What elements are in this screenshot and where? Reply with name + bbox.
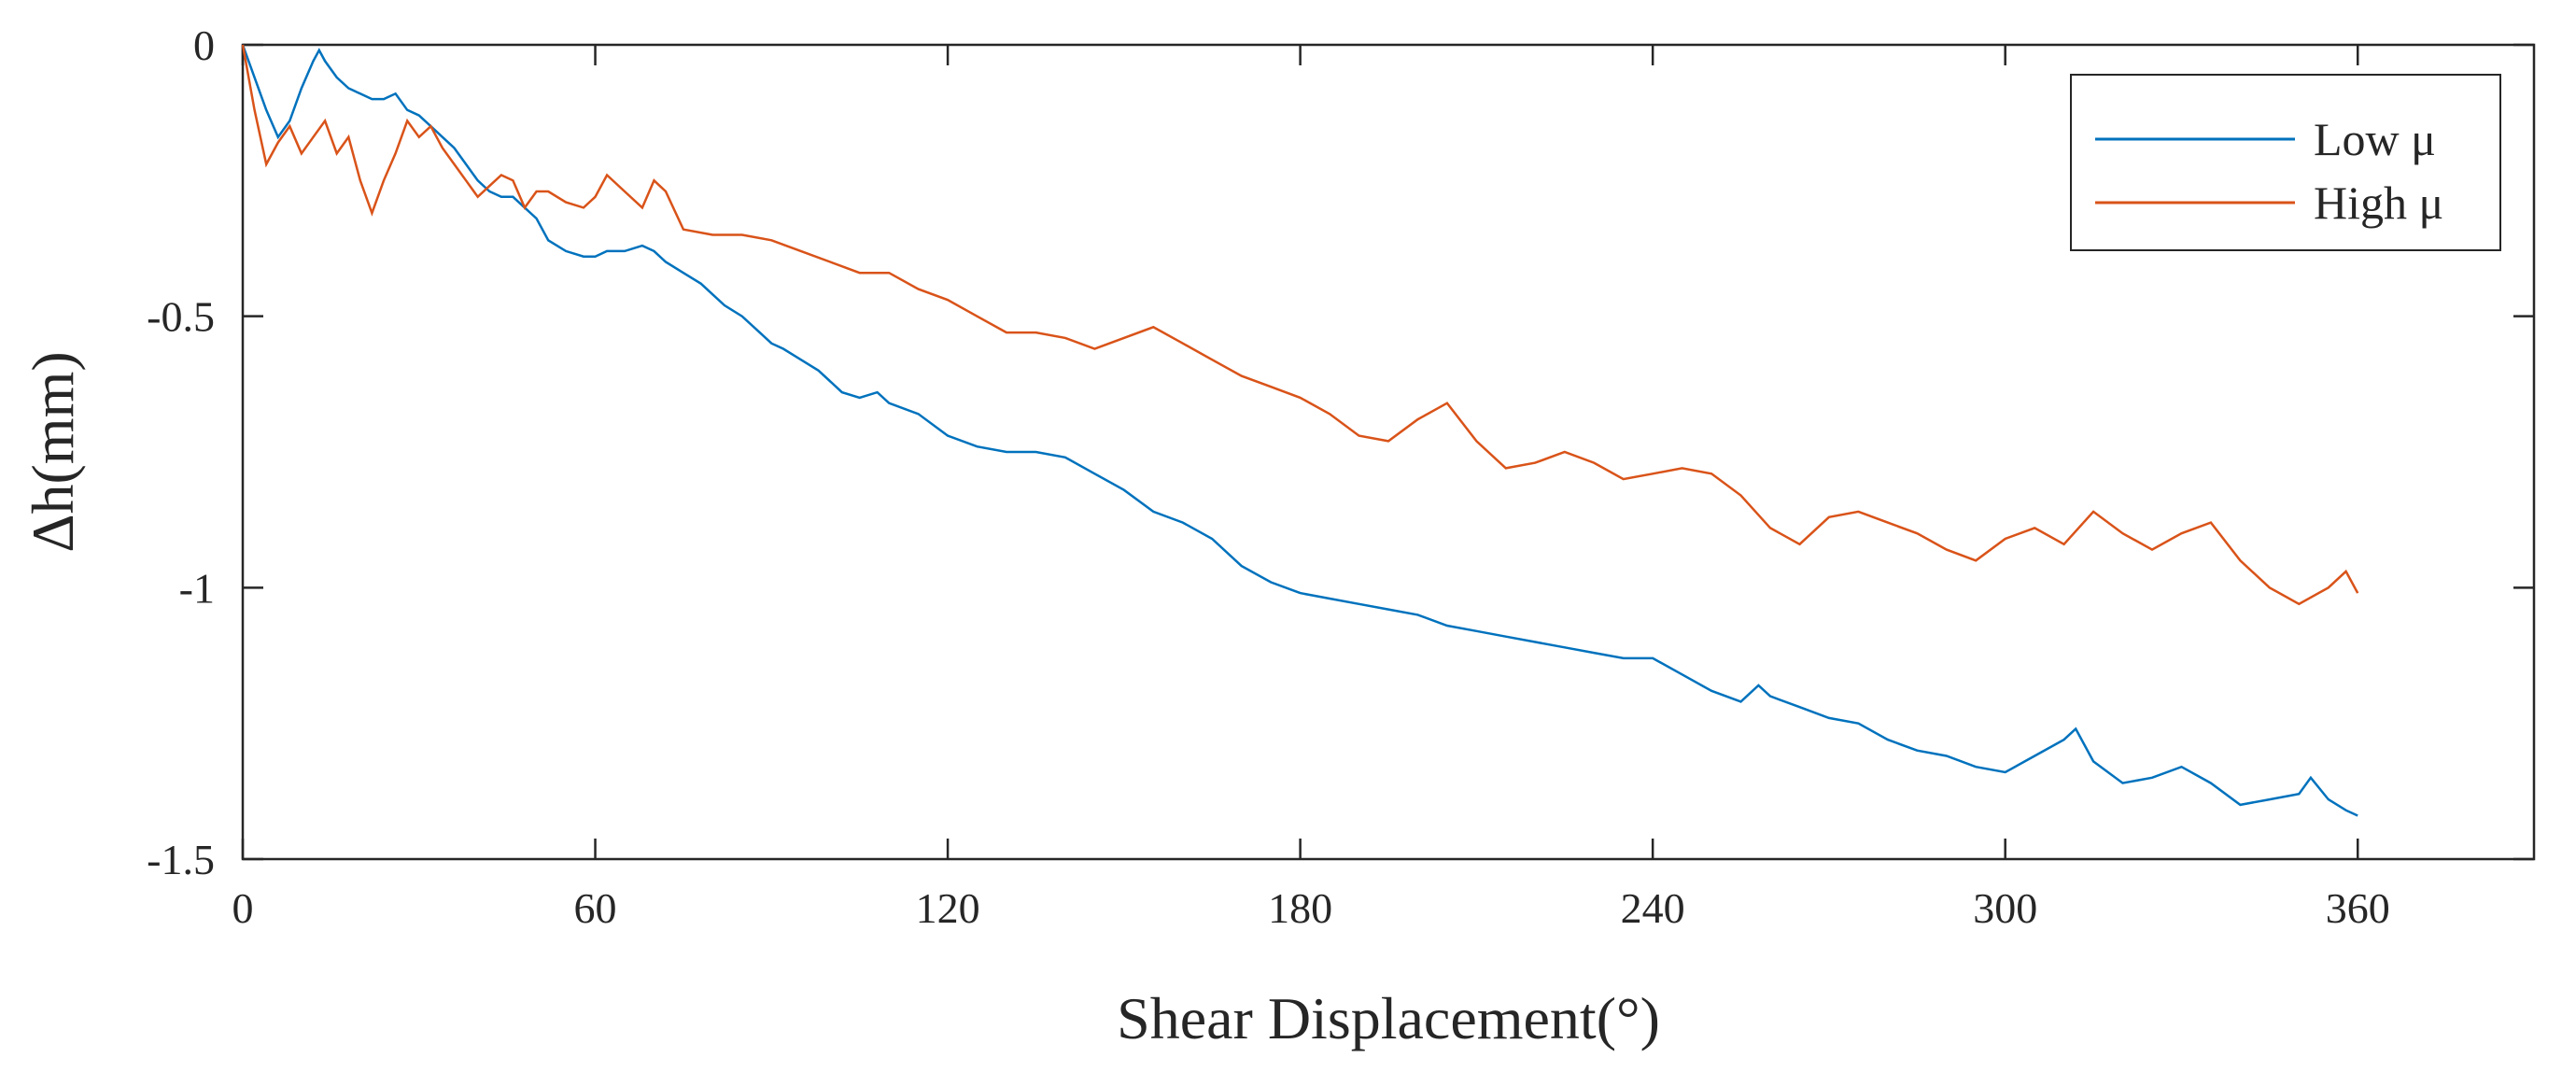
x-tick-labels: 0 60 120 180 240 300 360 [232,884,2390,932]
x-tick-label: 180 [1268,884,1332,932]
legend: Low μ High μ [2070,74,2501,251]
y-tick-label: -1 [179,564,215,612]
y-tick-label: -1.5 [147,836,215,883]
x-tick-label: 120 [916,884,980,932]
legend-label-high: High μ [2314,176,2443,229]
x-tick-label: 240 [1621,884,1685,932]
x-tick-label: 60 [574,884,617,932]
legend-box [2070,74,2501,251]
y-tick-label: -0.5 [147,293,215,341]
axis-ticks [241,43,2534,861]
x-tick-label: 300 [1973,884,2037,932]
y-tick-labels: 0 -0.5 -1 -1.5 [147,21,215,883]
y-tick-label: 0 [193,21,215,69]
x-axis-label: Shear Displacement(°) [1117,985,1660,1051]
series-line-high-mu [241,44,2359,606]
x-tick-label: 360 [2326,884,2390,932]
series-line-low-mu [241,44,2358,817]
x-tick-label: 0 [232,884,254,932]
legend-label-low: Low μ [2314,113,2436,165]
y-axis-label: Δh(mm) [20,351,86,552]
series-layer [241,44,2359,817]
